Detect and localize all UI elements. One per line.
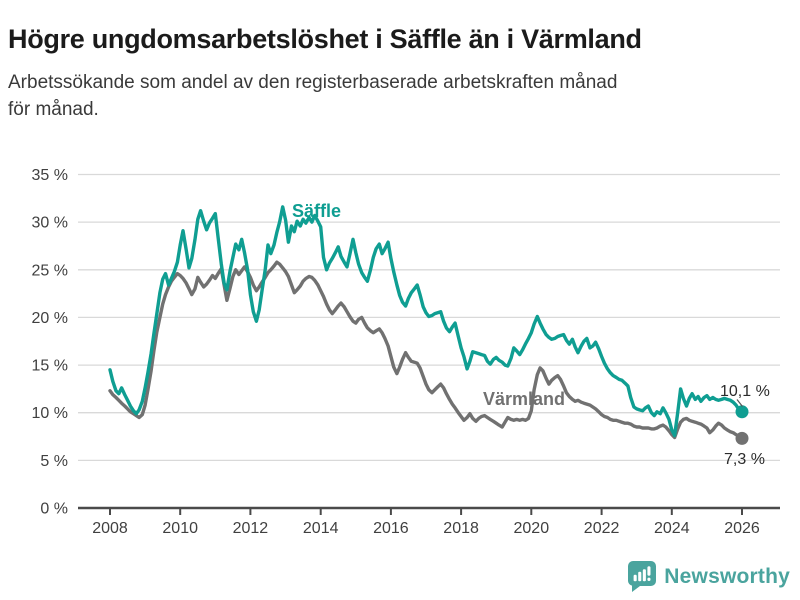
y-tick-label: 30 % [32,215,68,232]
y-tick-label: 25 % [32,262,68,279]
chart-subtitle-line-1: Arbetssökande som andel av den registerb… [8,72,618,93]
saffle-series-end-dot [735,405,749,419]
x-tick-label: 2014 [303,520,339,537]
x-tick-label: 2008 [92,520,128,537]
y-tick-label: 0 % [40,501,68,518]
varmland-series-line [108,260,744,441]
brand-footer: Newsworthy [627,560,790,593]
y-tick-label: 5 % [40,453,68,470]
x-tick-label: 2012 [233,520,269,537]
y-tick-label: 15 % [32,358,68,375]
y-tick-label: 10 % [32,405,68,422]
chart-title: Högre ungdomsarbetslöshet i Säffle än i … [8,24,642,55]
saffle-series-label-leader [736,399,743,407]
newsworthy-logo-icon [628,561,657,592]
x-tick-label: 2018 [443,520,479,537]
x-tick-label: 2020 [514,520,550,537]
varmland-series-inline-label: Värmland [483,389,565,409]
saffle-series-inline-label: Säffle [292,201,341,221]
saffle-series-end-value-label: 10,1 % [720,383,770,400]
x-tick-label: 2022 [584,520,620,537]
x-tick-label: 2024 [654,520,690,537]
chart-subtitle: Arbetssökande som andel av den registerb… [8,69,768,123]
x-tick-label: 2026 [724,520,760,537]
saffle-series-line [108,205,744,438]
x-tick-label: 2016 [373,520,409,537]
chart-subtitle-line-2: för månad. [8,99,99,120]
x-tick-label: 2010 [162,520,198,537]
brand-name: Newsworthy [664,564,790,588]
varmland-series-end-value-label: 7,3 % [724,451,765,468]
varmland-series-end-dot [735,431,749,445]
y-tick-label: 20 % [32,310,68,327]
y-tick-label: 35 % [32,167,68,184]
